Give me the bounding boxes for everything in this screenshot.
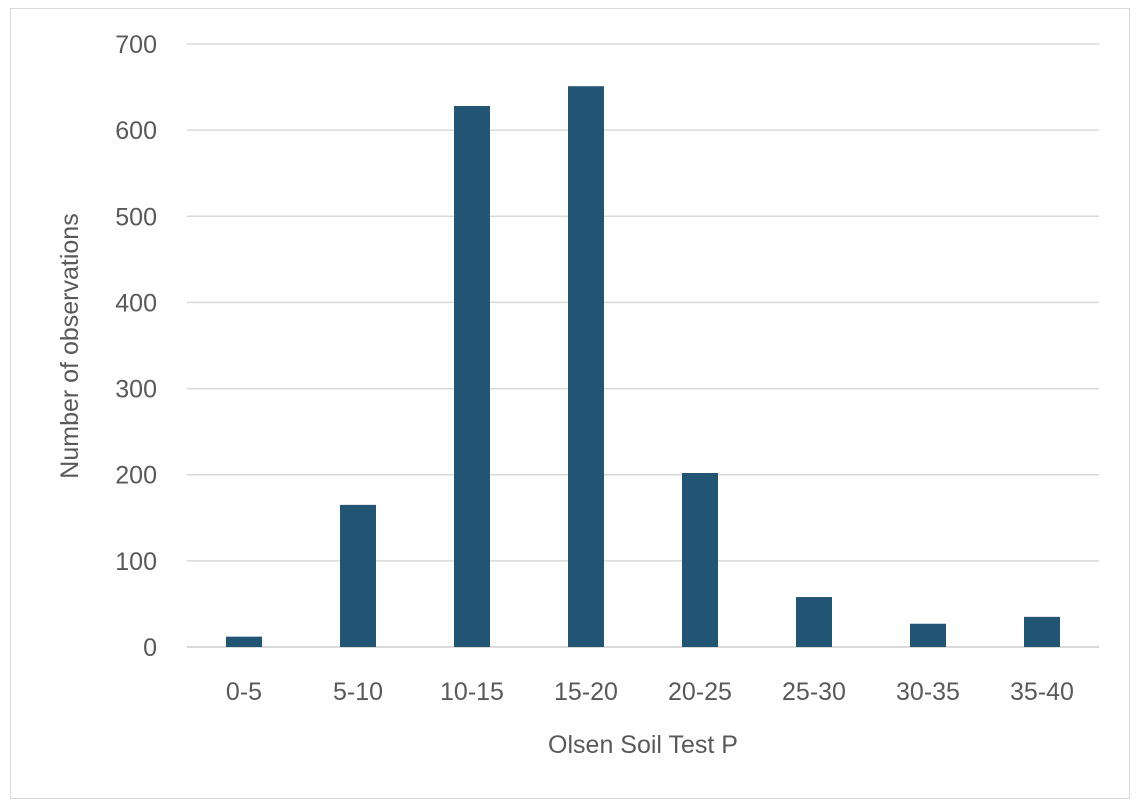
x-axis-title: Olsen Soil Test P xyxy=(548,731,738,759)
bar-10-15 xyxy=(454,106,490,648)
y-tick-label: 400 xyxy=(115,289,157,317)
y-tick-label: 700 xyxy=(115,31,157,59)
x-axis-tick-labels: 0-5 5-10 10-15 15-20 20-25 25-30 30-35 35-40 xyxy=(226,678,1074,706)
x-tick-label: 5-10 xyxy=(333,678,383,706)
y-axis-tick-labels: 0 100 200 300 400 500 600 700 xyxy=(115,31,157,662)
x-tick-label: 15-20 xyxy=(554,678,618,706)
x-tick-label: 35-40 xyxy=(1010,678,1074,706)
bar-0-5 xyxy=(226,636,262,647)
y-axis-title: Number of observations xyxy=(56,213,84,478)
bar-35-40 xyxy=(1024,616,1060,647)
y-tick-label: 500 xyxy=(115,203,157,231)
bar-20-25 xyxy=(682,472,718,647)
y-tick-label: 200 xyxy=(115,462,157,490)
x-tick-label: 25-30 xyxy=(782,678,846,706)
y-tick-label: 300 xyxy=(115,376,157,404)
y-tick-label: 100 xyxy=(115,548,157,576)
gridlines xyxy=(187,43,1099,648)
x-tick-label: 10-15 xyxy=(440,678,504,706)
bar-25-30 xyxy=(796,597,832,647)
y-tick-label: 0 xyxy=(143,634,157,662)
bars xyxy=(226,86,1060,648)
x-tick-label: 20-25 xyxy=(668,678,732,706)
bar-5-10 xyxy=(340,504,376,647)
y-tick-label: 600 xyxy=(115,117,157,145)
x-tick-label: 0-5 xyxy=(226,678,262,706)
bar-30-35 xyxy=(910,623,946,647)
x-tick-label: 30-35 xyxy=(896,678,960,706)
bar-15-20 xyxy=(568,86,604,647)
